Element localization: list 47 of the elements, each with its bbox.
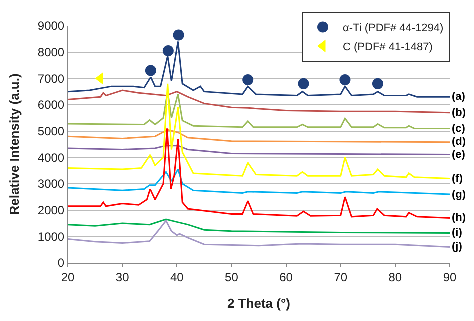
y-tick-label: 6000 (38, 98, 65, 112)
line-series (68, 129, 450, 144)
series-label: (a) (452, 91, 466, 103)
line-series (68, 90, 450, 114)
point (298, 78, 310, 90)
y-tick-label: 1000 (38, 230, 65, 244)
x-tick-label: 30 (116, 270, 130, 284)
series-label: (b) (452, 107, 466, 119)
line-series (68, 83, 450, 180)
series-label: (h) (452, 212, 466, 224)
line-series (68, 168, 450, 196)
point (372, 78, 384, 90)
x-tick-label: 40 (170, 270, 184, 284)
x-tick-label: 20 (61, 270, 75, 284)
x-tick-label: 50 (225, 270, 239, 284)
point (173, 30, 184, 41)
y-tick-label: 7000 (38, 72, 65, 86)
point (242, 74, 254, 86)
line-series (68, 218, 450, 234)
line-series (68, 145, 450, 156)
line-series (68, 220, 450, 248)
y-axis-title: Relative Intensity (a.u.) (6, 74, 22, 216)
y-tick-label: 4000 (38, 150, 65, 165)
x-tick-label: 80 (388, 270, 402, 284)
series-label: (e) (452, 149, 466, 161)
point (340, 74, 351, 86)
y-tick-label: 8000 (38, 46, 65, 60)
y-tick-label: 9000 (38, 19, 65, 34)
y-tick-label: 5000 (38, 124, 65, 139)
x-tick-label: 90 (443, 270, 457, 284)
series-label: (i) (452, 227, 463, 239)
point (162, 46, 174, 57)
series-label: (g) (452, 189, 466, 201)
legend-label: C (PDF# 41-1487) (343, 42, 433, 54)
x-axis-title: 2 Theta (°) (228, 296, 290, 311)
series-label: (f) (452, 173, 464, 185)
series-label: (j) (452, 241, 463, 253)
x-tick-label: 70 (334, 270, 348, 284)
y-tick-label: 0 (58, 256, 65, 270)
series-label: (c) (452, 123, 466, 135)
series-label: (d) (452, 136, 466, 148)
x-tick-label: 60 (280, 270, 294, 284)
point (145, 65, 156, 76)
y-tick-label: 2000 (38, 204, 65, 218)
y-tick-label: 3000 (38, 177, 65, 192)
legend-label: α-Ti (PDF# 44-1294) (343, 22, 444, 35)
line-series (68, 128, 450, 219)
